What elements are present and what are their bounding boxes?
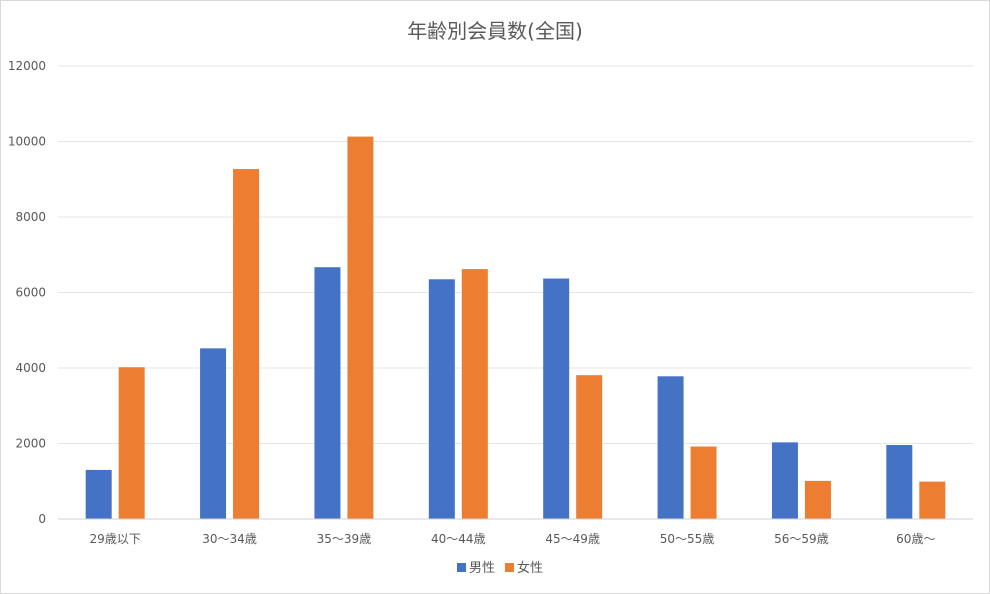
bar-female	[576, 375, 603, 519]
bar-male	[543, 278, 570, 519]
bars	[85, 136, 946, 519]
gridlines	[58, 65, 973, 444]
bar-male	[657, 376, 684, 519]
x-axis: 29歳以下 30〜34歳 35〜39歳 40〜44歳 45〜49歳 50〜55歳 56〜59…	[58, 518, 973, 546]
x-tick-label: 40〜44歳	[431, 532, 486, 546]
y-tick-label: 4000	[15, 361, 46, 375]
y-tick-label: 10000	[8, 135, 46, 149]
legend-swatch	[457, 563, 466, 572]
chart-title: 年齢別会員数(全国)	[407, 19, 583, 43]
legend: 男性 女性	[457, 560, 543, 576]
bar-male	[886, 445, 913, 519]
bar-female	[118, 367, 145, 519]
x-tick-label: 45〜49歳	[545, 532, 600, 546]
x-tick-label: 30〜34歳	[202, 532, 257, 546]
bar-female	[233, 169, 260, 519]
y-tick-label: 6000	[15, 286, 46, 300]
legend-swatch	[505, 563, 514, 572]
bar-female	[461, 269, 488, 519]
bar-female	[690, 446, 717, 519]
legend-label: 男性	[469, 561, 495, 576]
bar-male	[85, 469, 112, 519]
bar-male	[314, 267, 341, 519]
y-tick-label: 2000	[15, 437, 46, 451]
y-tick-label: 0	[38, 512, 46, 526]
y-axis: 0 2000 4000 6000 8000 10000 12000	[8, 59, 46, 526]
bar-male	[200, 348, 227, 519]
bar-female	[804, 480, 831, 519]
x-tick-label: 29歳以下	[90, 532, 141, 546]
x-tick-label: 60歳〜	[896, 532, 935, 546]
legend-label: 女性	[517, 560, 543, 576]
bar-female	[919, 481, 946, 519]
y-tick-label: 8000	[15, 210, 46, 224]
bar-female	[347, 136, 374, 519]
y-tick-label: 12000	[8, 59, 46, 73]
x-tick-label: 35〜39歳	[317, 532, 372, 546]
bar-male	[771, 442, 798, 519]
x-tick-label: 56〜59歳	[774, 532, 829, 546]
x-tick-label: 50〜55歳	[660, 532, 715, 546]
bar-male	[428, 279, 455, 519]
